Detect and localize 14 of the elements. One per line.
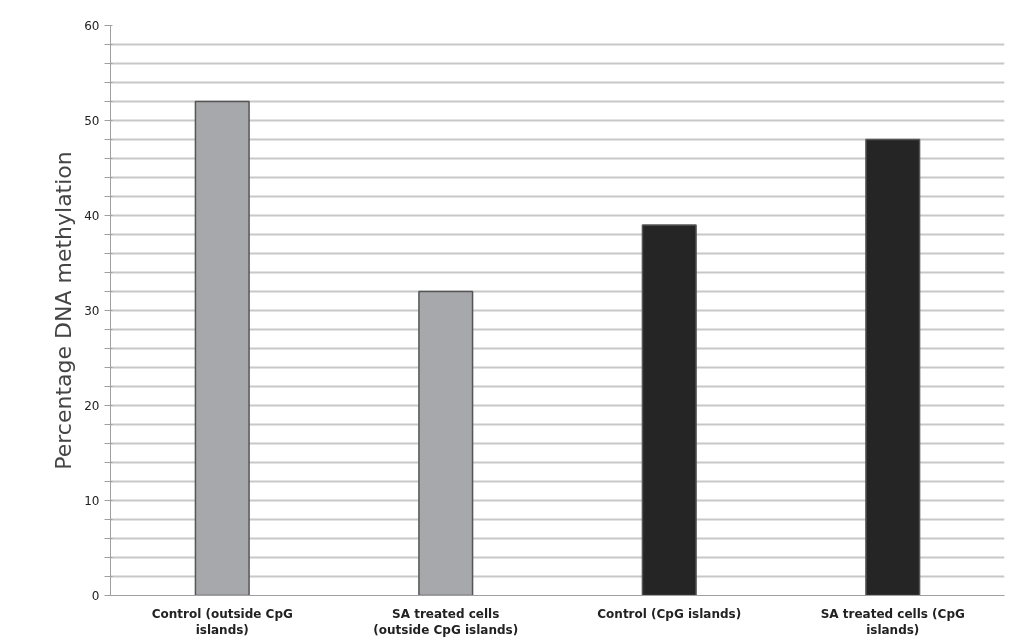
x-tick-label: SA treated cells (CpG islands) [820,606,965,638]
bar [865,138,921,596]
x-tick-label: SA treated cells (outside CpG islands) [373,606,519,638]
y-tick-label: 20 [84,399,100,413]
y-axis-title: Percentage DNA methylation [51,151,77,470]
x-tick-label: Control (CpG islands) [597,606,742,621]
x-tick-label: Control (outside CpG islands) [151,606,293,638]
bar [641,224,697,596]
y-tick-label: 40 [84,209,100,223]
y-tick-label: 0 [91,589,100,603]
y-tick-label: 30 [84,304,100,318]
y-tick-label: 10 [84,494,100,508]
y-tick-label: 50 [84,114,100,128]
y-tick-label: 60 [84,19,100,33]
